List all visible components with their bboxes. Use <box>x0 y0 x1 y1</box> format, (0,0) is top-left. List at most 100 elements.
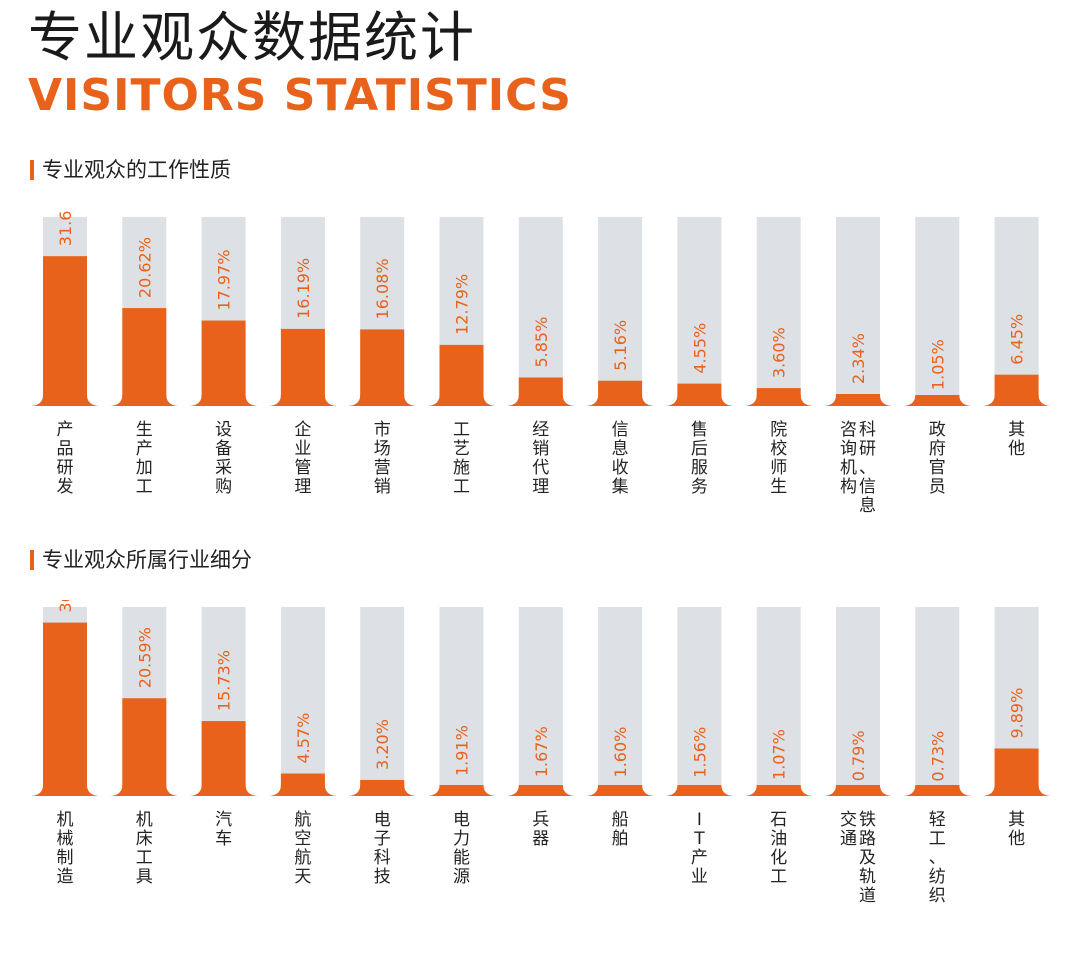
category-char: 企 <box>294 420 311 440</box>
category-char: 汽 <box>215 810 232 830</box>
category-char: 子 <box>374 829 391 849</box>
data-label: 12.79% <box>453 274 472 335</box>
data-label: 9.89% <box>1008 688 1027 739</box>
category-char: 发 <box>57 477 74 497</box>
category-char: 交 <box>840 810 857 830</box>
category-char: 理 <box>532 477 549 497</box>
bar-group-2: 15.73% 汽车 <box>189 607 258 849</box>
data-label: 16.08% <box>373 258 392 319</box>
category-char: 校 <box>770 439 787 459</box>
bar <box>360 329 405 405</box>
data-label: 0.73% <box>928 731 947 782</box>
category-char: 工 <box>929 829 946 849</box>
bar <box>43 622 87 795</box>
bar-foot <box>824 785 892 796</box>
category-char: 能 <box>453 848 470 868</box>
bar-track <box>280 607 325 795</box>
category-char: 销 <box>374 477 391 497</box>
data-label: 3.20% <box>373 719 392 770</box>
category-char: 师 <box>770 458 787 478</box>
data-label: 17.97% <box>215 250 234 311</box>
category-char: 务 <box>691 477 708 497</box>
category-label: 兵器 <box>532 810 549 849</box>
category-char: 航 <box>294 848 311 868</box>
bar-track <box>915 217 960 405</box>
bar-foot <box>268 785 337 796</box>
category-char: 售 <box>691 420 708 440</box>
category-char: 车 <box>215 829 232 849</box>
category-char: 代 <box>532 458 549 478</box>
category-char: 兵 <box>532 810 549 830</box>
category-char: 石 <box>770 810 787 830</box>
bar-foot <box>586 785 655 796</box>
page-title-en: VISITORS STATISTICS <box>28 70 572 121</box>
category-char: 、 <box>929 848 946 868</box>
category-char: 后 <box>691 439 708 459</box>
category-char: 轨 <box>859 867 876 887</box>
category-label: 船舶 <box>612 810 629 849</box>
bar-track <box>598 607 643 795</box>
bar-track <box>598 217 643 405</box>
category-char: 信 <box>612 420 629 440</box>
bar-track <box>756 607 801 795</box>
bar-group-12: 6.45% 其他 <box>982 217 1051 459</box>
category-char: 收 <box>612 458 629 478</box>
bar-track <box>518 217 563 405</box>
category-char: 天 <box>294 867 311 887</box>
bar-foot <box>427 785 496 796</box>
bar <box>280 328 325 405</box>
category-char: 咨 <box>840 420 857 440</box>
category-char: 铁 <box>859 810 876 830</box>
category-char: 集 <box>612 477 629 497</box>
category-char: 工 <box>453 420 470 440</box>
job-function-bar-chart: 31.66%产品研发20.62%生产加工17.97%设备采购16.19%企业管理… <box>30 210 1055 516</box>
category-char: 空 <box>294 829 311 849</box>
category-char: 他 <box>1008 829 1025 849</box>
category-char: 研 <box>57 458 74 478</box>
bar-group-6: 1.67% 兵器 <box>506 607 575 849</box>
bar-foot <box>824 395 892 406</box>
category-char: 加 <box>136 458 153 478</box>
data-label: 4.57% <box>294 713 313 764</box>
category-char: 纺 <box>929 867 946 887</box>
bar-foot <box>110 785 179 796</box>
category-char: 销 <box>532 439 549 459</box>
category-char: 官 <box>929 458 946 478</box>
bar-foot <box>903 395 972 406</box>
bar-foot <box>31 785 99 796</box>
bar-track <box>439 607 484 795</box>
data-label: 15.73% <box>215 650 234 711</box>
bar-foot <box>348 395 417 406</box>
category-char: 制 <box>57 848 74 868</box>
category-char: 其 <box>1008 420 1025 440</box>
category-char: 船 <box>612 810 629 830</box>
bar-track <box>360 607 405 795</box>
category-char: 府 <box>929 439 946 459</box>
data-label: 20.59% <box>135 627 154 688</box>
bar-foot <box>31 395 99 406</box>
bar-foot <box>268 395 337 406</box>
category-char: 科 <box>859 420 876 440</box>
category-char: 工 <box>136 477 153 497</box>
category-char: 、 <box>859 458 876 478</box>
bar-foot <box>744 395 813 406</box>
category-char: 技 <box>374 867 391 887</box>
bar-track <box>836 607 880 795</box>
category-char: 政 <box>929 420 946 440</box>
category-char: 具 <box>136 867 153 887</box>
bar-foot <box>982 785 1051 796</box>
